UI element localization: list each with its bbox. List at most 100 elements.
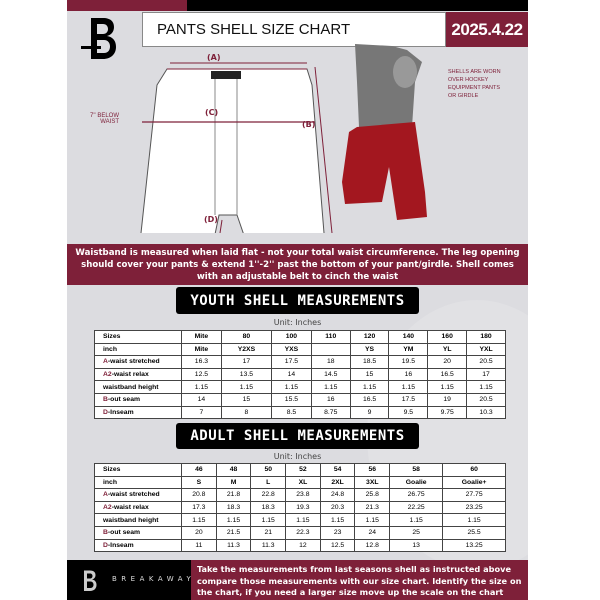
table-cell: YS [349, 342, 390, 357]
table-cell: M [215, 475, 252, 490]
measurement-name: -waist relax [111, 371, 149, 379]
table-cell: 21.8 [215, 488, 252, 502]
pants-diagram [140, 62, 333, 233]
row-label: B-out seam [94, 392, 182, 407]
table-cell: 20.3 [319, 500, 356, 515]
table-cell: 12.5 [181, 367, 222, 382]
table-cell: 120 [349, 330, 390, 344]
adult-section-title: ADULT SHELL MEASUREMENTS [176, 423, 419, 449]
table-cell: 20.8 [181, 488, 217, 502]
table-cell: 27.75 [442, 488, 506, 502]
table-cell: 17 [466, 367, 506, 382]
adult-size-table: Sizes 46 48 50 52 54 56 58 60 inch S M L XL 2XL 3XL Goal… [94, 463, 506, 553]
table-cell: 12.5 [319, 538, 356, 553]
table-cell: 180 [466, 330, 506, 344]
table-cell: Goalie+ [442, 475, 506, 490]
table-cell: 1.15 [220, 380, 273, 394]
table-cell: 24 [354, 525, 391, 540]
measurement-name: -out seam [107, 529, 141, 537]
table-cell: YL [427, 342, 468, 357]
table-cell: 20 [181, 525, 217, 540]
label-a: (A) [207, 53, 221, 62]
measurement-name: waistband height [103, 383, 159, 391]
table-cell: 14 [271, 367, 312, 382]
table-cell: 17.3 [181, 500, 217, 515]
measurement-code: B [103, 529, 108, 537]
table-cell: 11.3 [250, 538, 287, 553]
table-cell: 2XL [319, 475, 356, 490]
table-cell: XL [285, 475, 321, 490]
table-cell: 16.5 [349, 392, 390, 407]
table-cell: 19.5 [388, 355, 429, 369]
measurement-code: A2 [103, 371, 112, 379]
youth-section-title: YOUTH SHELL MEASUREMENTS [176, 287, 419, 314]
page-title: PANTS SHELL SIZE CHART [142, 12, 446, 47]
table-cell: 12.8 [354, 538, 391, 553]
table-cell: 1.15 [442, 513, 506, 527]
table-cell: 8 [220, 405, 273, 420]
table-cell: 56 [354, 463, 391, 477]
table-row: B-out seam 20 21.5 21 22.3 23 24 25 25.5 [94, 525, 506, 540]
row-label: B-out seam [94, 525, 182, 540]
table-cell: 46 [181, 463, 217, 477]
measurement-code: A2 [103, 504, 112, 512]
table-cell: 9.75 [427, 405, 468, 420]
table-cell: 22.8 [250, 488, 287, 502]
table-cell: 15 [349, 367, 390, 382]
table-cell: Mite [181, 342, 222, 357]
top-bar [187, 0, 528, 11]
row-label: A2-waist relax [94, 500, 182, 515]
table-cell: 3XL [354, 475, 391, 490]
row-label: Sizes [94, 463, 182, 477]
table-row: inch Mite Y2XS YXS YS YM YL YXL [94, 342, 506, 357]
youth-size-table: Sizes Mite 80 100 110 120 140 160 180 inch Mite Y2X… [94, 330, 506, 420]
table-cell: 13 [389, 538, 444, 553]
table-cell: 14 [181, 392, 222, 407]
pants-shell-photo [342, 44, 427, 220]
table-row: A2-waist relax 12.5 13.5 14 14.5 15 16 16.5 17 [94, 367, 506, 382]
row-label: A-waist stretched [94, 488, 182, 502]
row-label: Sizes [94, 330, 182, 344]
table-cell: 1.15 [389, 513, 444, 527]
size-chart-sheet: PANTS SHELL SIZE CHART 2025.4.22 (A) (C)… [67, 0, 528, 600]
measurement-code: D [103, 541, 108, 549]
row-label: waistband height [94, 380, 182, 394]
measurement-name: inch [103, 345, 117, 353]
table-cell: 1.15 [427, 380, 468, 394]
table-cell: 60 [442, 463, 506, 477]
table-cell: 18.3 [215, 500, 252, 515]
footer-logo-icon [84, 570, 97, 591]
row-label: inch [94, 475, 182, 490]
table-cell: 18 [310, 355, 351, 369]
row-label: D-Inseam [94, 538, 182, 553]
table-cell: 26.75 [389, 488, 444, 502]
adult-unit-label: Unit: Inches [273, 452, 322, 461]
table-cell: 16.3 [181, 355, 222, 369]
table-row: D-Inseam 7 8 8.5 8.75 9 9.5 9.75 10.3 [94, 405, 506, 420]
table-cell: 21.5 [215, 525, 252, 540]
footer-instructions: Take the measurements from last seasons … [191, 560, 528, 600]
measurement-code: D [103, 408, 108, 416]
table-cell: 1.15 [388, 380, 429, 394]
youth-unit-label: Unit: Inches [273, 318, 322, 327]
table-cell: 19 [427, 392, 468, 407]
row-label: waistband height [94, 513, 182, 527]
label-c: (C) [205, 108, 219, 117]
table-cell: 9 [349, 405, 390, 420]
table-cell: 21 [250, 525, 287, 540]
measurement-code: A [103, 358, 108, 366]
table-cell: YXL [466, 342, 506, 357]
table-cell: 1.15 [310, 380, 351, 394]
top-bar-accent [67, 0, 187, 11]
table-cell: 22.3 [285, 525, 321, 540]
table-cell: 1.15 [349, 380, 390, 394]
table-cell: 11 [181, 538, 217, 553]
measurement-name: -Inseam [107, 541, 134, 549]
table-cell: 18.5 [349, 355, 390, 369]
measurement-name: -out seam [107, 396, 141, 404]
measurement-instructions-banner: Waistband is measured when laid flat - n… [67, 244, 528, 285]
table-row: waistband height 1.15 1.15 1.15 1.15 1.15 1.15… [94, 380, 506, 394]
table-cell: S [181, 475, 217, 490]
table-row: Sizes Mite 80 100 110 120 140 160 180 [94, 330, 506, 344]
table-cell: 24.8 [319, 488, 356, 502]
